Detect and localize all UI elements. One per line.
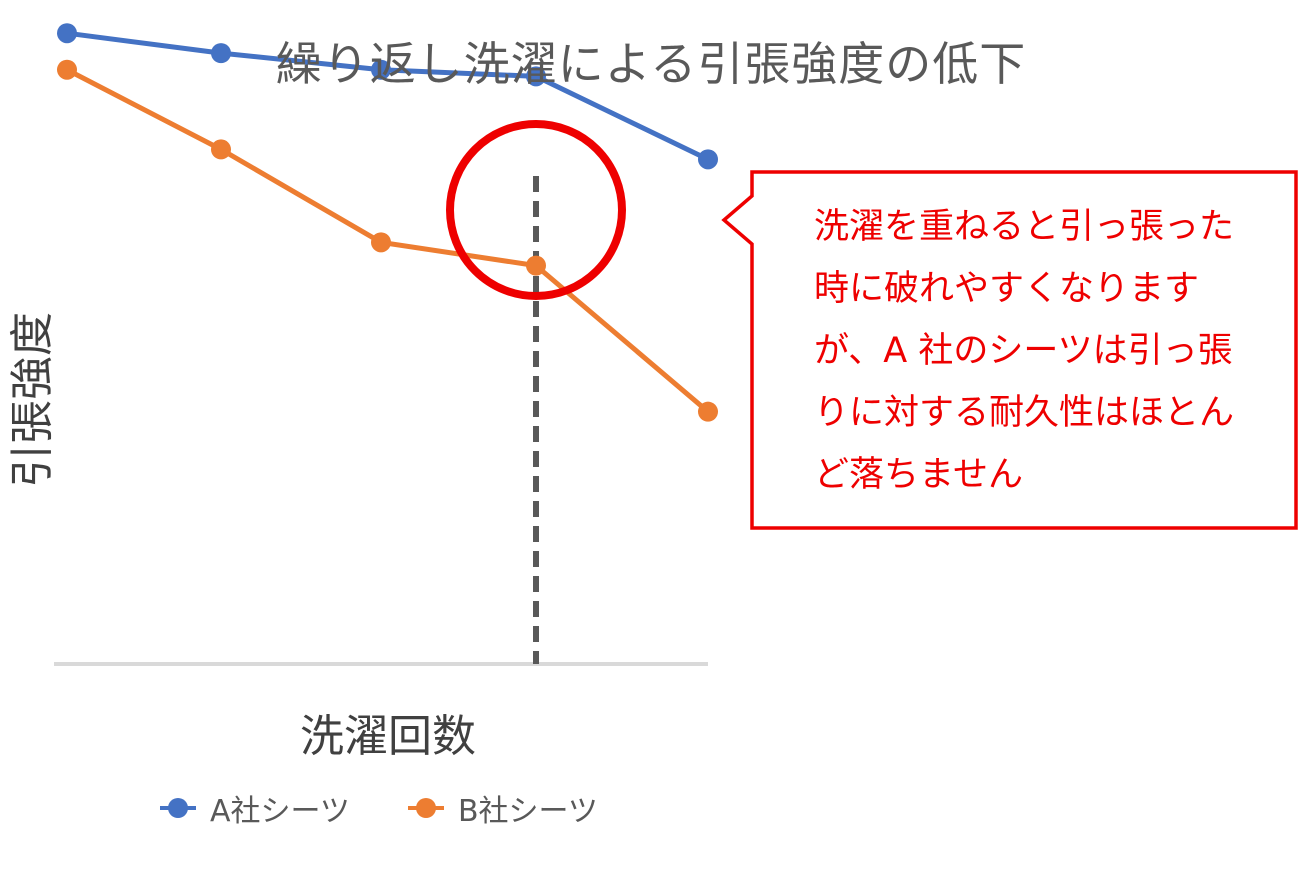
highlight-circle (446, 120, 626, 300)
chart-title: 繰り返し洗濯による引張強度の低下 (275, 37, 1027, 91)
data-point-b-5 (698, 401, 718, 422)
legend: A社シーツ B社シーツ (160, 786, 656, 830)
data-point-b-3 (371, 232, 391, 253)
legend-marker-series-a (160, 798, 196, 818)
legend-label-series-b: B社シーツ (457, 794, 598, 829)
y-axis-label: 引張強度 (7, 312, 58, 488)
data-point-a-1 (57, 23, 77, 44)
legend-label-series-a: A社シーツ (210, 794, 350, 829)
data-point-a-3 (371, 59, 391, 80)
data-point-a-4 (526, 66, 546, 87)
callout-box (721, 170, 1298, 530)
callout-text: 洗濯を重ねると引っ張った時に破れやすくなりますが、A 社のシーツは引っ張りに対す… (814, 207, 1235, 495)
data-point-b-1 (57, 59, 77, 80)
x-axis-label: 洗濯回数 (300, 711, 476, 762)
data-point-b-2 (211, 139, 231, 160)
legend-item-series-b: B社シーツ (407, 786, 598, 830)
data-point-a-5 (698, 149, 718, 170)
legend-marker-series-b (407, 798, 444, 818)
legend-item-series-a: A社シーツ (160, 786, 350, 830)
data-point-b-4 (526, 255, 546, 276)
data-point-a-2 (211, 43, 231, 64)
